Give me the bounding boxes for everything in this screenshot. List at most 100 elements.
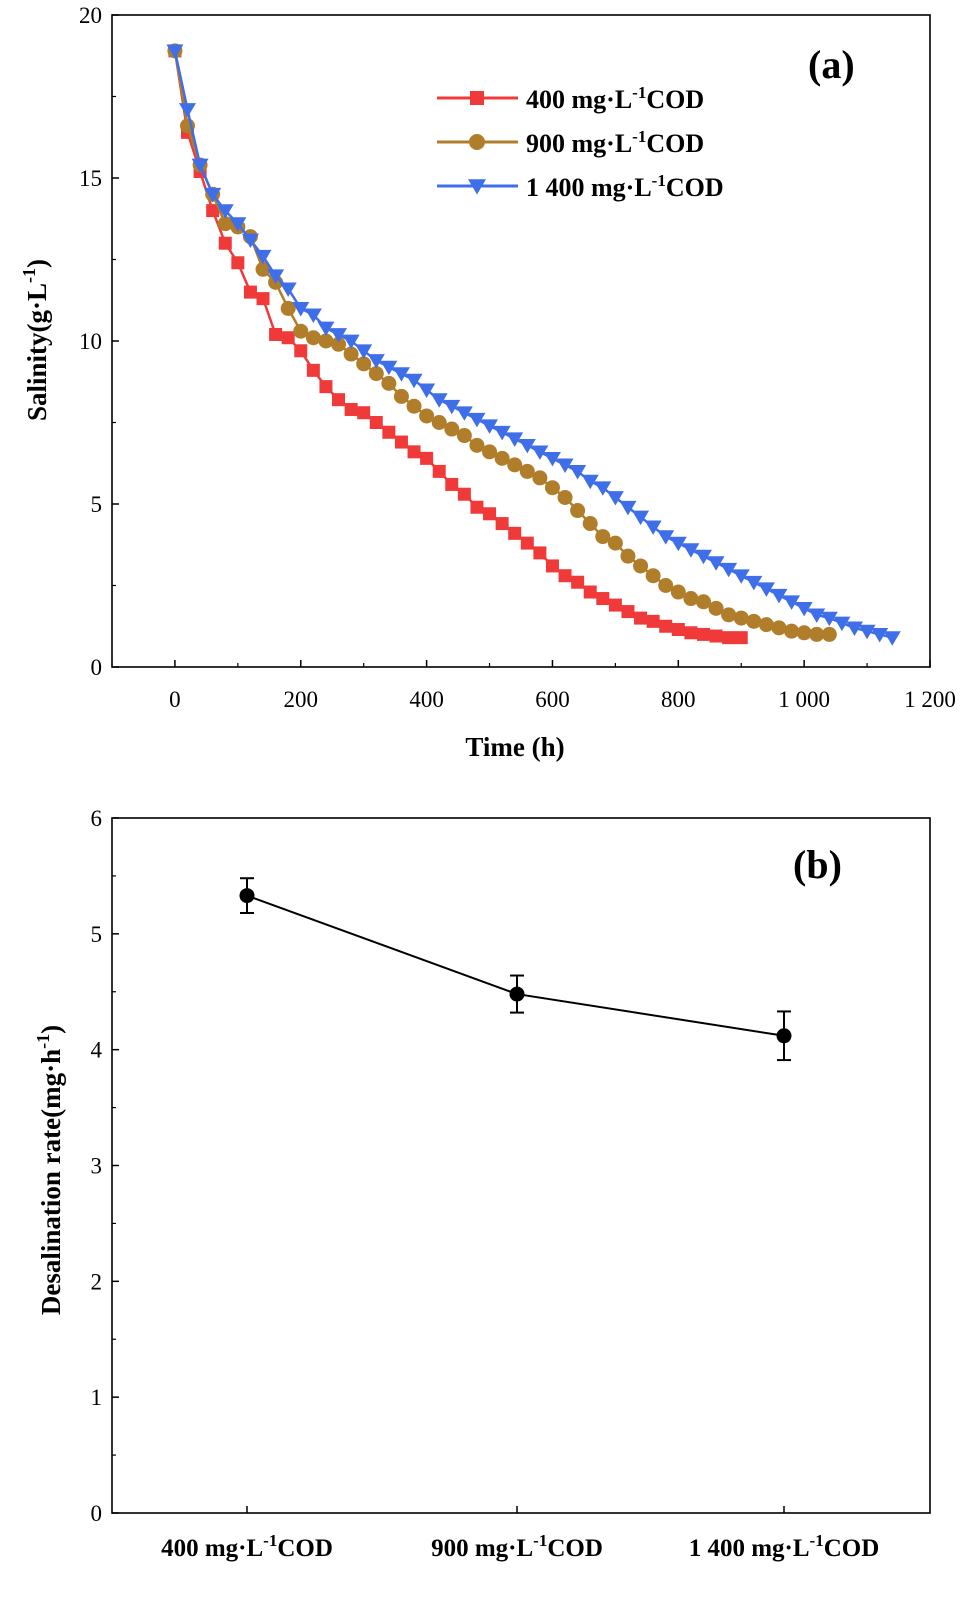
panel-a-data-point (304, 308, 322, 323)
panel-b-category-label-sup: -1 (810, 1531, 824, 1550)
panel-a-data-point (594, 481, 612, 496)
panel-a-data-point (871, 628, 889, 643)
panel-b-category-label: 400 mg·L-1COD (161, 1531, 333, 1562)
panel-a-data-point (332, 393, 346, 407)
panel-a-legend-label: 400 mg·L-1COD (526, 83, 704, 114)
panel-a-data-point (380, 360, 398, 376)
panel-a-data-point (634, 611, 648, 625)
panel-a-data-point (456, 428, 472, 444)
panel-a-data-point (619, 500, 637, 516)
panel-a-x-tick-label: 600 (535, 687, 570, 712)
panel-a-data-point (357, 406, 371, 420)
panel-b-category-label: 1 400 mg·L-1COD (689, 1531, 880, 1562)
panel-a-data-point (369, 416, 383, 429)
panel-b-y-tick-label: 1 (91, 1385, 103, 1410)
panel-a-data-point (671, 623, 685, 637)
panel-a-data-point (670, 584, 686, 600)
panel-a-data-point (558, 569, 572, 583)
panel-a-data-point (255, 261, 271, 277)
panel-a-data-point (243, 285, 257, 299)
panel-a-legend-label-sup: -1 (632, 127, 646, 146)
panel-a-data-point (684, 626, 698, 640)
panel-b-category-label: 900 mg·L-1COD (431, 1531, 603, 1562)
panel-a-data-point (833, 616, 851, 632)
panel-a-data-point (294, 344, 308, 358)
panel-a-series-circle (167, 43, 837, 642)
panel-a-data-point (820, 611, 838, 627)
panel-a-data-point (319, 380, 333, 394)
panel-a-data-point (883, 631, 901, 646)
panel-a-data-point (581, 474, 599, 490)
panel-b-y-axis-title-sup: -1 (33, 1034, 53, 1049)
panel-a-data-point (658, 578, 674, 593)
panel-a-legend-item: 900 mg·L-1COD (437, 127, 704, 158)
panel-a-data-point (281, 331, 295, 345)
panel-a-data-point (179, 103, 197, 118)
panel-a-data-point (469, 437, 485, 453)
panel-a-data-point (620, 548, 636, 564)
panel-a-y-tick-label: 5 (91, 492, 103, 517)
panel-b-y-tick-label: 4 (91, 1038, 103, 1063)
panel-a-data-point (582, 516, 598, 532)
panel-a-data-point (696, 627, 710, 641)
panel-a-data-point (343, 346, 359, 362)
panel-b-x-ticks: 400 mg·L-1COD 900 mg·L-1COD 1 400 mg·L-1CO… (161, 1506, 879, 1562)
panel-a-data-point (217, 216, 233, 232)
panel-a-legend-item: 400 mg·L-1COD (437, 83, 704, 114)
panel-a-x-tick-label: 1 200 (904, 687, 956, 712)
panel-a-data-point (783, 595, 801, 610)
panel-a-data-point (166, 44, 184, 59)
panel-b-category-label-main: 400 mg·L (161, 1535, 263, 1562)
panel-b-category-label-tail: COD (277, 1535, 333, 1562)
panel-b-category-label-sup: -1 (263, 1531, 277, 1550)
panel-a-data-point (821, 626, 837, 642)
panel-a-series-triangle-down (166, 44, 901, 646)
panel-a-legend-label: 1 400 mg·L-1COD (526, 171, 724, 202)
panel-b-category-label-tail: COD (824, 1535, 880, 1562)
panel-a-data-point (216, 204, 234, 219)
panel-a-data-point (432, 464, 446, 478)
panel-a-data-point (545, 559, 559, 573)
panel-a-plot-frame (111, 14, 931, 668)
panel-a-data-point (669, 536, 687, 552)
panel-a-data-point (231, 256, 245, 270)
panel-a-data-point (269, 327, 283, 341)
panel-a-data-point (595, 529, 611, 545)
panel-b-y-axis-title-close: ) (36, 1025, 66, 1034)
panel-a-data-point (708, 600, 724, 616)
panel-a-data-point (657, 530, 675, 545)
panel-a-data-point (430, 393, 448, 408)
panel-a-data-point (569, 465, 587, 480)
panel-a-data-point (520, 536, 534, 550)
panel-b-data-point-group (509, 974, 525, 1014)
panel-a-legend-label-tail: COD (666, 173, 724, 202)
panel-a-data-point (531, 445, 549, 460)
panel-a-data-point (418, 383, 436, 398)
panel-a-data-point (305, 330, 321, 346)
panel-a-data-point (570, 503, 586, 519)
panel-b-data-point-group (776, 1010, 792, 1062)
panel-a-x-tick-label: 400 (409, 687, 444, 712)
panel-b-series-group (239, 877, 792, 1062)
panel-a-data-point (468, 412, 486, 428)
panel-a-data-point (293, 323, 309, 339)
panel-a-data-point (795, 601, 813, 617)
panel-a-data-point (470, 500, 484, 514)
panel-b-category-label-sup: -1 (533, 1531, 547, 1550)
panel-a-data-point (406, 398, 422, 414)
panel-a-data-point (694, 549, 712, 565)
panel-a-data-point (745, 575, 763, 591)
panel-a-data-point (493, 425, 511, 441)
panel-a-data-point (543, 451, 561, 467)
panel-a-data-point (757, 582, 775, 597)
panel-a-data-point (606, 491, 624, 506)
panel-a-data-point (482, 444, 498, 460)
panel-a-data-point (583, 585, 597, 599)
panel-a-data-point (455, 406, 473, 421)
panel-a-data-point (632, 510, 650, 526)
panel-a-legend-label-sup: -1 (652, 171, 666, 190)
panel-a-series-line (173, 50, 830, 636)
panel-b-y-ticks: 0 1 2 3 4 5 6 (91, 806, 119, 1526)
panel-a-data-point (419, 408, 435, 424)
panel-a-x-tick-label: 0 (169, 687, 181, 712)
